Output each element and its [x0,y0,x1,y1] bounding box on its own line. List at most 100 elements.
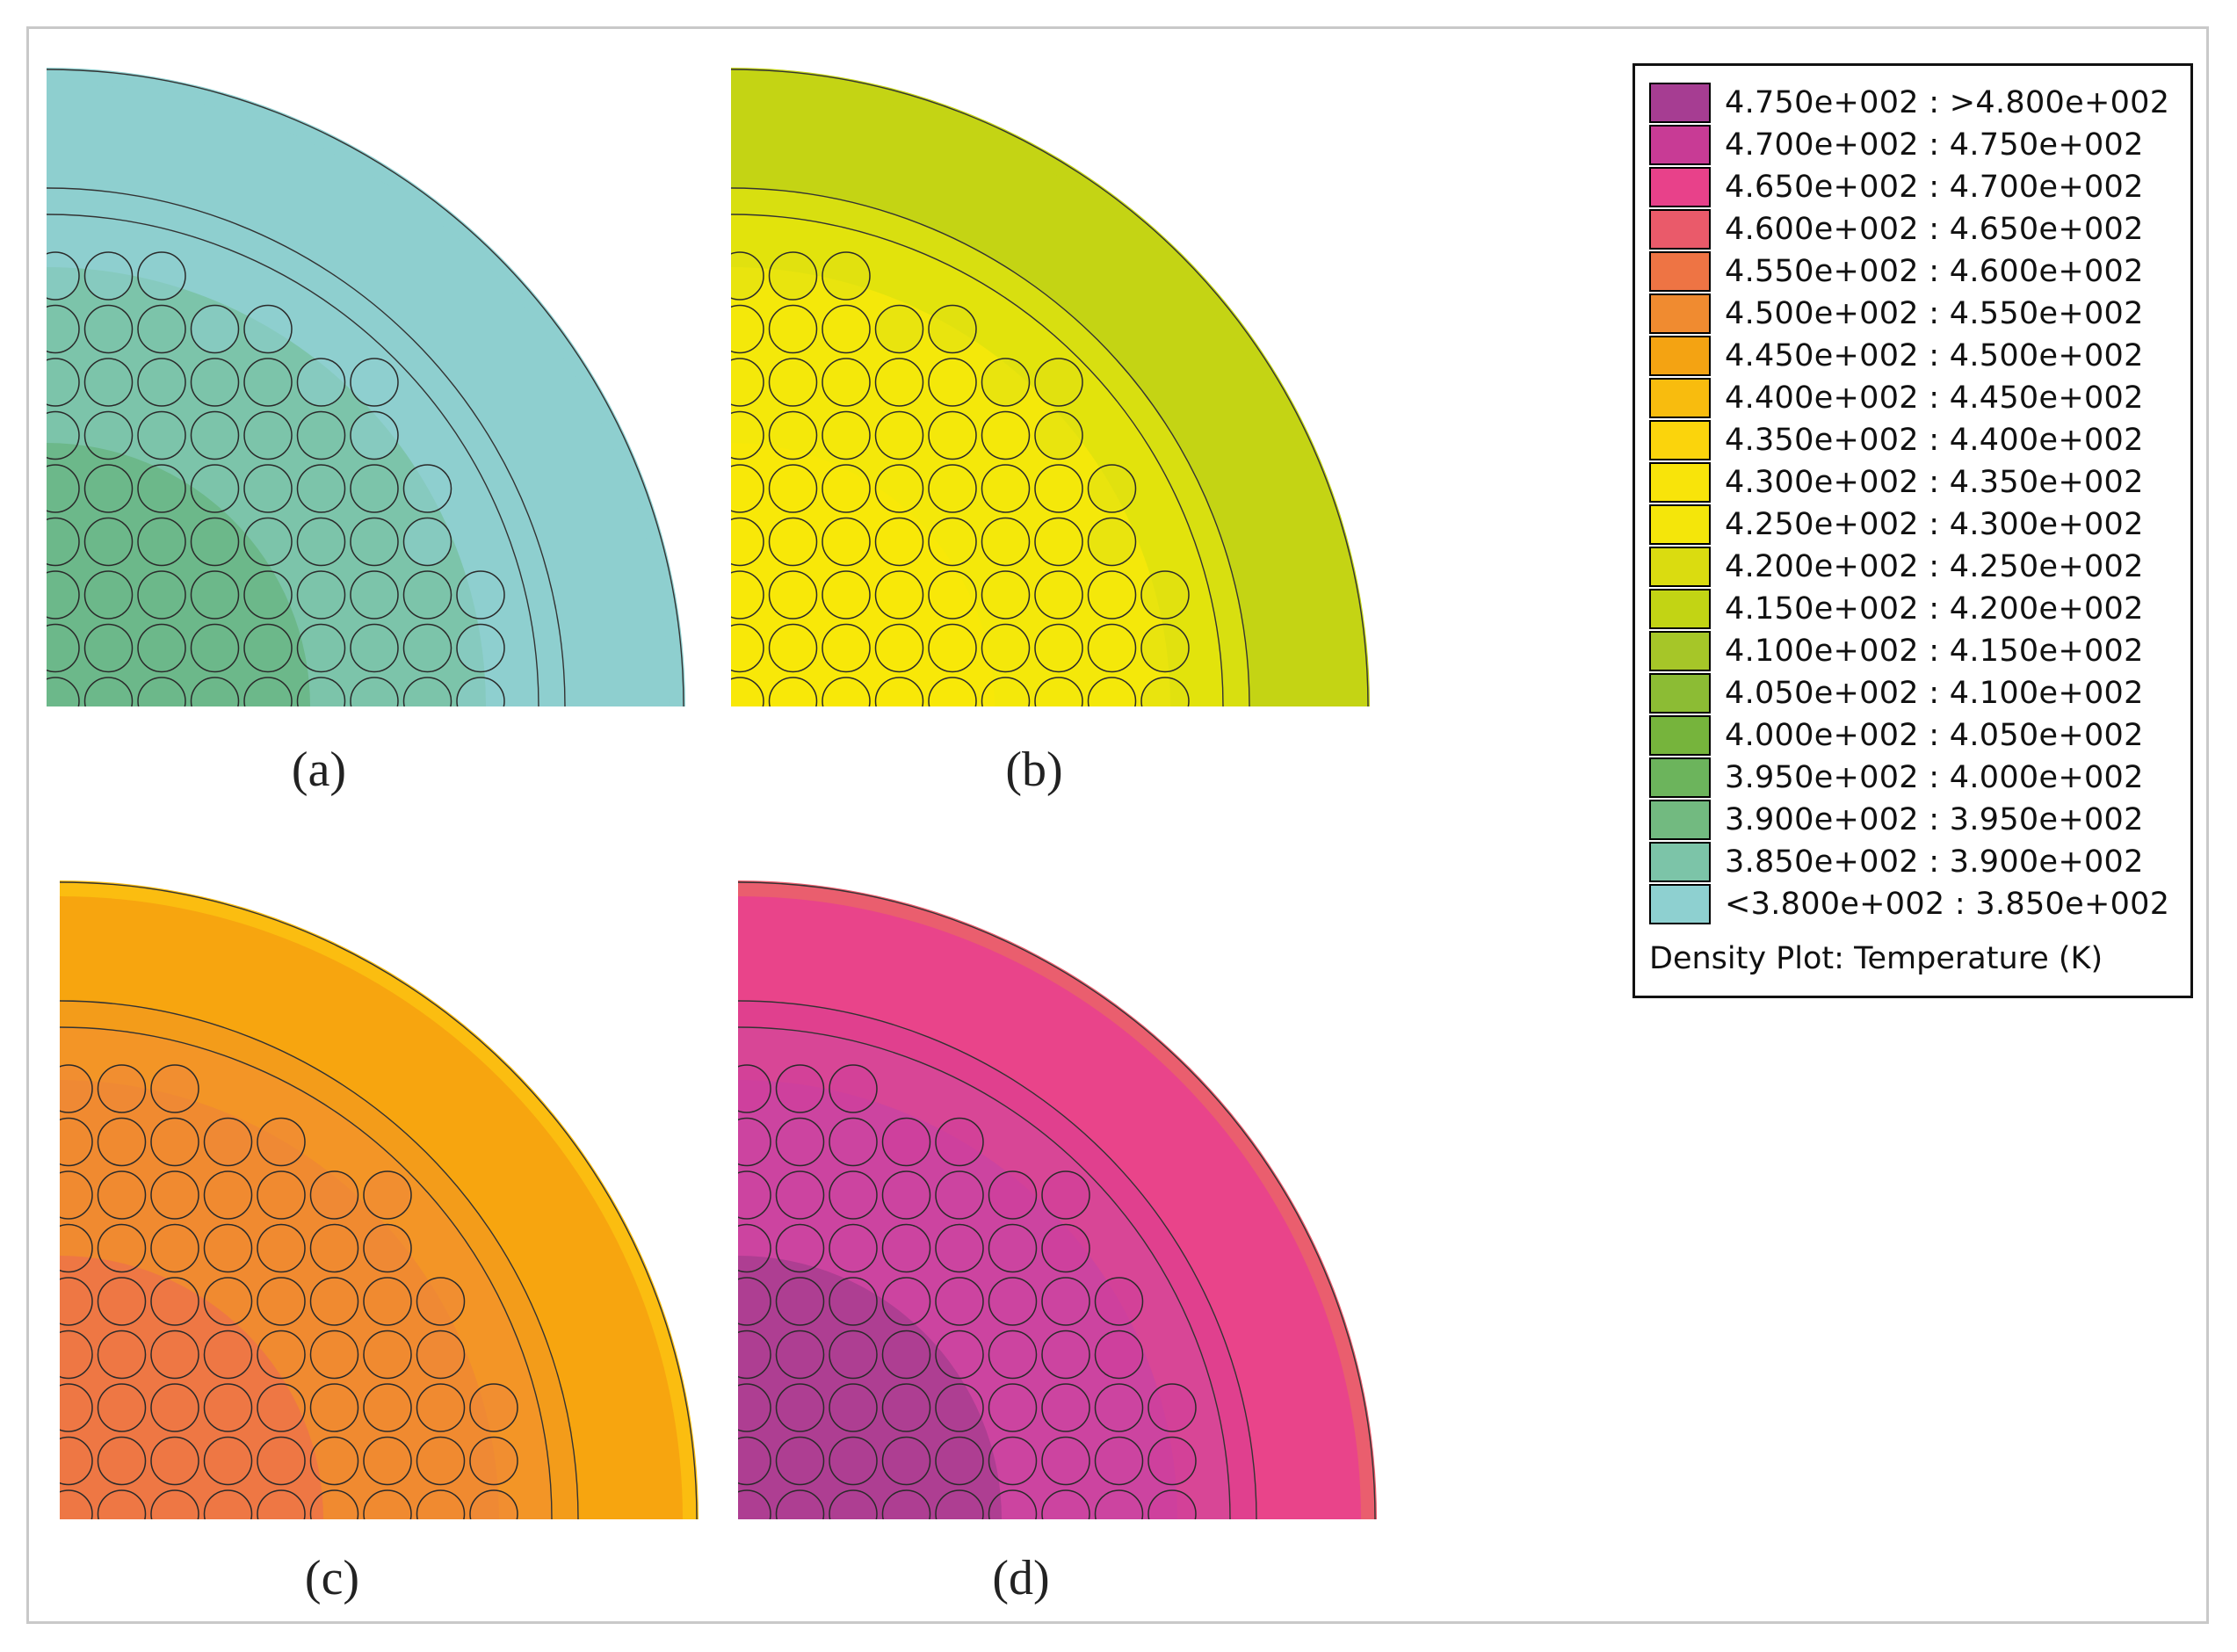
fuel-pin [935,1489,984,1519]
fuel-pin [363,1436,412,1486]
fuel-pin [469,1489,518,1519]
fuel-pin-array [738,1064,1197,1519]
fuel-pin [1087,623,1137,673]
fuel-pin [881,1170,931,1220]
fuel-pin [402,677,452,706]
fuel-pin [822,677,871,706]
fuel-pin [203,1330,253,1380]
fuel-pin [257,1223,306,1273]
legend-label: 4.050e+002 : 4.100e+002 [1725,676,2144,711]
fuel-pin [981,358,1031,407]
fuel-pin [775,1064,825,1113]
fuel-pin [1034,623,1083,673]
fuel-pin [1034,570,1083,620]
legend-label: 4.600e+002 : 4.650e+002 [1725,212,2144,247]
fuel-pin [928,570,977,620]
caption-b: (b) [1005,743,1063,797]
fuel-pin [203,1170,253,1220]
fuel-pin [768,410,818,460]
legend-label: 4.100e+002 : 4.150e+002 [1725,634,2144,669]
fuel-pin [928,304,977,354]
legend-item: 4.700e+002 : 4.750e+002 [1649,124,2144,166]
fuel-pin [309,1277,359,1326]
fuel-pin [60,1117,93,1167]
legend-item: 4.650e+002 : 4.700e+002 [1649,166,2144,208]
fuel-pin [1034,464,1083,513]
legend-label: <3.800e+002 : 3.850e+002 [1725,887,2170,922]
fuel-pin [203,1436,253,1486]
fuel-pin [456,677,505,706]
boundary-arc [731,69,1369,706]
fuel-pin [243,464,293,513]
boundary-arc [738,1026,1231,1519]
fuel-pin [874,517,924,567]
fuel-pin [731,410,764,460]
fuel-pin [775,1277,825,1326]
fuel-pin [874,358,924,407]
fuel-pin [83,464,134,513]
legend-label: 4.350e+002 : 4.400e+002 [1725,423,2144,458]
fuel-pin [731,464,764,513]
fuel-pin [137,464,186,513]
fuel-pin [350,464,399,513]
legend-swatch [1649,673,1711,714]
hot-core-region [731,443,995,706]
fuel-pin [203,1489,253,1519]
fuel-pin [981,623,1031,673]
panel-d-temperature-plot [738,880,1377,1519]
fuel-pin [768,251,818,301]
fuel-pin [731,304,764,354]
legend-swatch [1649,209,1711,250]
fuel-pin [1041,1489,1090,1519]
fuel-pin [47,251,80,301]
fuel-pin [47,570,80,620]
fuel-pin [775,1489,825,1519]
boundary-arc [731,187,1250,706]
legend-item: 4.150e+002 : 4.200e+002 [1649,588,2144,630]
fuel-pin [738,1064,771,1113]
legend-item: 4.000e+002 : 4.050e+002 [1649,714,2144,757]
fuel-pin [243,677,293,706]
fuel-pin [203,1383,253,1432]
boundary-arc [60,1026,553,1519]
fuel-pin [1147,1436,1197,1486]
fuel-pin [60,1330,93,1380]
fuel-pin [309,1436,359,1486]
legend-swatch [1649,757,1711,798]
fuel-pin [243,304,293,354]
fuel-pin [257,1383,306,1432]
fuel-pin [1041,1277,1090,1326]
legend-item: 4.300e+002 : 4.350e+002 [1649,461,2144,504]
fuel-pin [738,1277,771,1326]
fuel-pin [60,1383,93,1432]
fuel-pin [935,1277,984,1326]
legend-swatch [1649,83,1711,123]
legend-swatch [1649,125,1711,165]
fuel-pin [829,1223,878,1273]
fuel-pin-array [47,251,505,706]
fuel-pin [731,623,764,673]
legend-swatch [1649,547,1711,587]
fuel-pin [363,1170,412,1220]
fuel-pin [988,1277,1038,1326]
fuel-pin [296,358,346,407]
fuel-pin [935,1330,984,1380]
fuel-pin [829,1489,878,1519]
fuel-pin [738,1489,771,1519]
fuel-pin [874,677,924,706]
fuel-pin [190,677,240,706]
fuel-pin [822,623,871,673]
fuel-pin [137,623,186,673]
legend-swatch [1649,884,1711,924]
legend-label: 3.950e+002 : 4.000e+002 [1725,760,2144,795]
legend-label: 3.850e+002 : 3.900e+002 [1725,844,2144,880]
fuel-pin [981,410,1031,460]
fuel-pin [97,1064,147,1113]
fuel-pin [1034,517,1083,567]
fuel-pin [1094,1277,1144,1326]
fuel-pin [935,1383,984,1432]
fuel-pin [1034,677,1083,706]
legend-item: 3.850e+002 : 3.900e+002 [1649,841,2144,883]
fuel-pin [402,570,452,620]
legend-item: 4.450e+002 : 4.500e+002 [1649,335,2144,377]
